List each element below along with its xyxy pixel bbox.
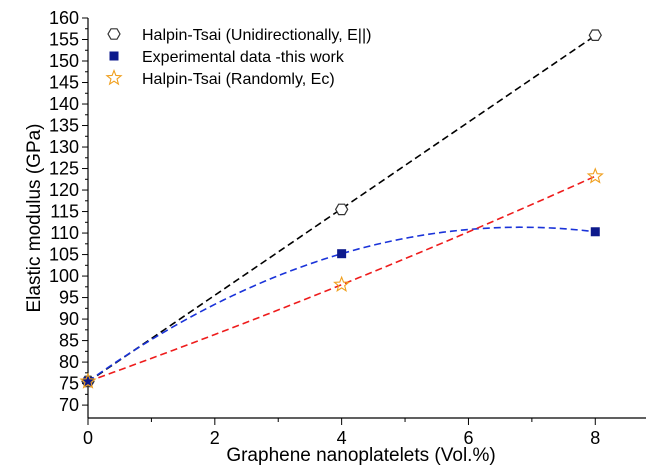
series-2-point	[590, 227, 600, 237]
y-tick-label: 85	[59, 331, 79, 351]
legend-label-2: Experimental data -this work	[142, 49, 345, 66]
y-tick-label: 155	[49, 30, 79, 50]
x-tick-label: 4	[337, 428, 347, 448]
fit-line-3	[87, 175, 596, 383]
legend: Halpin-Tsai (Unidirectionally, E||) Exper…	[105, 27, 371, 88]
y-axis-title: Elastic modulus (GPa)	[24, 123, 45, 312]
y-tick-label: 140	[49, 94, 79, 114]
y-tick-label: 130	[49, 137, 79, 157]
fit-line-1	[87, 34, 596, 383]
y-tick-label: 80	[59, 352, 79, 372]
y-tick-label: 95	[59, 288, 79, 308]
legend-label-1: Halpin-Tsai (Unidirectionally, E||)	[142, 27, 371, 44]
series-3-point	[586, 167, 604, 184]
series-1-point	[334, 203, 349, 216]
x-tick-label: 2	[210, 428, 220, 448]
y-tick-label: 110	[50, 223, 79, 243]
y-tick-label: 75	[59, 374, 79, 394]
legend-marker-2	[109, 51, 119, 61]
legend-marker-3	[105, 68, 123, 86]
series-2-point	[83, 376, 93, 386]
y-tick-label: 90	[59, 309, 79, 329]
y-tick-label: 145	[49, 73, 79, 93]
fit-line-2	[87, 226, 596, 383]
y-tick-label: 150	[49, 51, 79, 71]
y-tick-label: 125	[49, 159, 79, 179]
series-3-point	[79, 372, 97, 389]
x-tick-label: 8	[590, 428, 600, 448]
x-tick-label: 0	[83, 428, 93, 448]
y-tick-label: 115	[50, 202, 79, 222]
legend-label-3: Halpin-Tsai (Randomly, Ec)	[142, 71, 335, 88]
data-markers	[79, 29, 604, 389]
y-tick-label: 135	[49, 116, 79, 136]
y-tick-label: 120	[49, 180, 79, 200]
series-2-point	[337, 249, 347, 259]
x-axis-title: Graphene nanoplatelets (Vol.%)	[226, 445, 495, 466]
series-3-point	[333, 275, 351, 292]
series-1-point	[588, 29, 602, 42]
fit-lines	[87, 34, 596, 383]
legend-marker-1	[107, 28, 121, 40]
y-tick-label: 160	[49, 8, 79, 28]
y-tick-label: 70	[59, 395, 79, 415]
axes: 7075808590951001051101151201251301351401…	[49, 8, 646, 448]
y-tick-label: 105	[49, 245, 79, 265]
x-tick-label: 6	[463, 428, 473, 448]
y-tick-label: 100	[49, 266, 79, 286]
